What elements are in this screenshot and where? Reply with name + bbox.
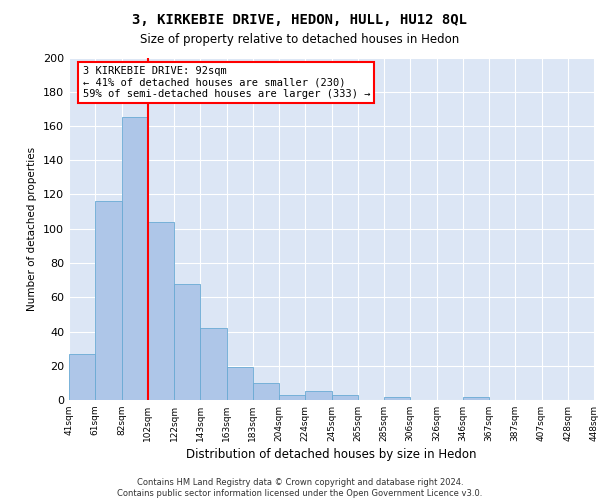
Bar: [253, 383, 279, 400]
Bar: [463, 396, 489, 400]
Bar: [331, 395, 358, 400]
Y-axis label: Number of detached properties: Number of detached properties: [28, 146, 37, 311]
Bar: [69, 354, 95, 400]
Bar: [174, 284, 200, 400]
Bar: [148, 222, 174, 400]
Text: 3, KIRKEBIE DRIVE, HEDON, HULL, HU12 8QL: 3, KIRKEBIE DRIVE, HEDON, HULL, HU12 8QL: [133, 12, 467, 26]
Text: 3 KIRKEBIE DRIVE: 92sqm
← 41% of detached houses are smaller (230)
59% of semi-d: 3 KIRKEBIE DRIVE: 92sqm ← 41% of detache…: [83, 66, 370, 100]
Bar: [121, 118, 148, 400]
Bar: [384, 396, 410, 400]
Bar: [279, 395, 305, 400]
Bar: [305, 392, 331, 400]
Bar: [95, 202, 121, 400]
Text: Contains HM Land Registry data © Crown copyright and database right 2024.
Contai: Contains HM Land Registry data © Crown c…: [118, 478, 482, 498]
Bar: [200, 328, 227, 400]
Text: Size of property relative to detached houses in Hedon: Size of property relative to detached ho…: [140, 32, 460, 46]
X-axis label: Distribution of detached houses by size in Hedon: Distribution of detached houses by size …: [186, 448, 477, 461]
Bar: [227, 368, 253, 400]
